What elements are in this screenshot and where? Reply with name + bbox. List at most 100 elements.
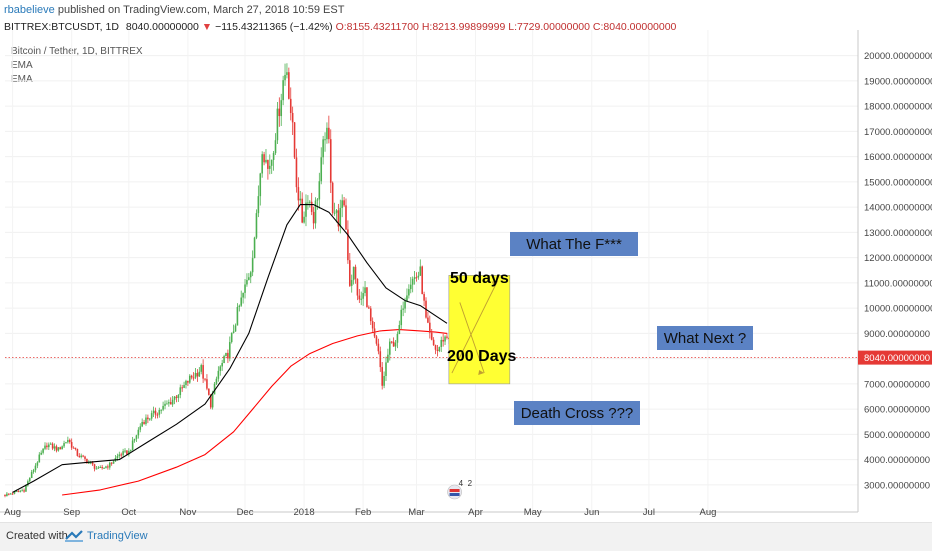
candle-body <box>129 450 132 452</box>
fifty-days-label: 50 days <box>450 270 509 287</box>
up-projection-arrow <box>451 280 499 374</box>
candle-body <box>169 402 172 405</box>
candle-body <box>339 207 342 227</box>
candle-body <box>59 447 62 450</box>
footer-bar: Created with TradingView <box>0 522 932 551</box>
time-axis[interactable]: Aug Sep Oct Nov Dec 2018 Feb Mar Apr May Jun Jul Aug <box>0 507 858 518</box>
candle-body <box>352 266 355 281</box>
candle-body <box>55 446 58 451</box>
ema-50-line <box>12 204 448 493</box>
candle-body <box>194 372 197 378</box>
candle-body <box>8 493 10 495</box>
candle-body <box>192 377 195 379</box>
price-tick-label: 18000.00000000 <box>864 102 932 113</box>
candle-body <box>173 396 176 400</box>
candle-body <box>417 275 420 278</box>
arrow-head-icon <box>491 280 498 287</box>
price-tick-label: 7000.00000000 <box>864 379 930 390</box>
candle-body <box>158 409 161 415</box>
candle-body <box>70 442 73 448</box>
candle-body <box>122 451 124 456</box>
candle-body <box>236 307 239 326</box>
candle-body <box>28 478 31 482</box>
candle-body <box>434 345 437 350</box>
candle-body <box>406 295 408 302</box>
price-axis[interactable]: 3000.00000000 4000.00000000 5000.00000000 6… <box>857 0 932 522</box>
candle-body <box>318 181 321 200</box>
candle-body <box>366 287 368 308</box>
candle-body <box>78 455 81 458</box>
down-arrow-icon: ▼ <box>201 21 213 33</box>
candle-body <box>97 467 100 469</box>
created-with-text: Created with <box>6 530 68 542</box>
candle-body <box>63 443 65 447</box>
candle-body <box>379 351 382 368</box>
legend-ema-2[interactable]: EMA <box>11 74 33 85</box>
candle-body <box>276 108 279 141</box>
candle-body <box>362 293 364 299</box>
candle-body <box>272 153 275 160</box>
price-chart[interactable]: What The F*** What Next ? Death Cross ??? 5… <box>0 0 932 522</box>
candle-body <box>440 339 443 347</box>
candle-body <box>145 417 147 424</box>
time-tick-label: Nov <box>179 507 196 518</box>
candle-body <box>270 159 273 166</box>
candle-body <box>263 154 265 163</box>
down-projection-arrow <box>459 302 485 374</box>
candle-body <box>255 213 258 238</box>
symbol-label: BITTREX:BTCUSDT, 1D <box>4 21 119 33</box>
tradingview-logo-icon[interactable] <box>64 529 84 548</box>
candle-body <box>400 309 403 326</box>
candle-body <box>246 279 248 285</box>
candle-body <box>202 365 204 379</box>
candle-body <box>280 100 283 117</box>
candle-body <box>310 201 313 212</box>
author-link[interactable]: rbabelieve <box>4 4 55 16</box>
price-tick-label: 14000.00000000 <box>864 203 932 214</box>
candle-body <box>40 452 42 455</box>
candle-body <box>89 462 92 464</box>
candle-body <box>411 278 414 285</box>
candle-body <box>68 439 71 443</box>
candle-body <box>177 395 180 398</box>
candle-body <box>36 462 39 466</box>
tradingview-link[interactable]: TradingView <box>87 530 148 542</box>
candle-body <box>242 292 244 298</box>
candle-body <box>408 289 410 296</box>
price-tick-label: 6000.00000000 <box>864 405 930 416</box>
candle-body <box>234 325 237 332</box>
flag-stripe-icon <box>449 489 460 492</box>
time-tick-label: Oct <box>121 507 136 518</box>
time-tick-label: Apr <box>468 507 483 518</box>
candle-body <box>128 450 130 455</box>
candle-body <box>427 317 429 323</box>
candle-body <box>225 352 227 357</box>
candle-body <box>238 305 241 308</box>
candle-body <box>349 260 351 286</box>
candle-body <box>67 439 69 443</box>
price-tick-label: 5000.00000000 <box>864 430 930 441</box>
candle-body <box>171 399 174 405</box>
candle-body <box>25 485 27 492</box>
candle-body <box>190 375 193 378</box>
candle-body <box>118 454 121 457</box>
chart-legend: Bitcoin / Tether, 1D, BITTREX EMA EMA <box>11 45 143 87</box>
candle-body <box>278 108 281 117</box>
ema-200-path <box>62 329 448 496</box>
candle-body <box>74 447 77 450</box>
candle-body <box>99 466 102 468</box>
candle-body <box>143 421 145 424</box>
candle-body <box>76 449 79 456</box>
candle-body <box>390 341 393 343</box>
candle-body <box>322 139 324 158</box>
candle-body <box>288 72 290 99</box>
event-count-label: 4 <box>459 479 464 488</box>
price-tick-label: 17000.00000000 <box>864 127 932 138</box>
candle-body <box>314 200 317 224</box>
time-tick-label: May <box>524 507 542 518</box>
candle-body <box>34 465 37 471</box>
candle-body <box>147 417 149 420</box>
candle-body <box>213 383 216 395</box>
legend-ema-1[interactable]: EMA <box>11 60 33 71</box>
candle-body <box>402 308 404 310</box>
